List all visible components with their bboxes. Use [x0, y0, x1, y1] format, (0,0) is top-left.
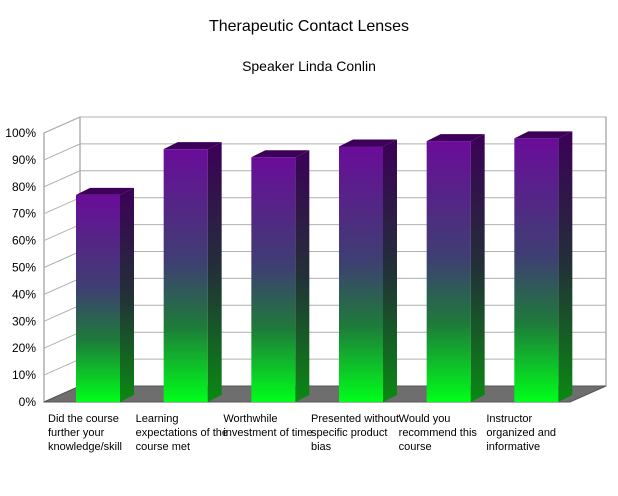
y-tick-label: 100%	[5, 126, 36, 140]
y-tick-label: 70%	[12, 207, 36, 221]
x-tick-label: Would you recommend this course	[398, 413, 477, 453]
y-tick-label: 0%	[19, 395, 37, 409]
y-tick-label: 20%	[12, 341, 36, 355]
y-tick-label: 40%	[12, 287, 36, 301]
bar-front	[76, 194, 120, 402]
y-tick-label: 50%	[12, 261, 36, 275]
bar-front	[163, 149, 208, 402]
y-tick-label: 30%	[12, 314, 36, 328]
x-tick-label: Learning expectations of the course met	[135, 413, 228, 453]
bar-side	[120, 187, 134, 402]
bar-side	[295, 150, 310, 402]
bars	[76, 131, 573, 402]
bar-top	[426, 134, 485, 142]
bar-side	[383, 139, 397, 402]
x-tick-label: Instructor organized and informative	[486, 413, 557, 453]
bar-front	[251, 157, 296, 402]
y-tick-label: 80%	[12, 180, 36, 194]
bar-front	[339, 146, 383, 402]
bar-top	[514, 131, 573, 139]
gridline	[43, 116, 606, 134]
bar	[76, 187, 134, 402]
bar-top	[251, 150, 310, 158]
x-tick-label: Did the course further your knowledge/sk…	[48, 413, 122, 453]
chart-subtitle: Speaker Linda Conlin	[242, 58, 376, 74]
bar-top	[76, 187, 134, 195]
x-tick-label: Presented without specific product bias	[311, 413, 400, 453]
y-axis: 0% 10% 20% 30% 40% 50% 60% 70% 80% 90% 100%	[5, 126, 36, 409]
bar	[339, 139, 397, 402]
bar-top	[339, 139, 397, 147]
bar-side	[558, 131, 573, 402]
x-tick-label: Worthwhile investment of time	[223, 413, 313, 439]
bar	[514, 131, 573, 402]
chart-title: Therapeutic Contact Lenses	[208, 18, 410, 35]
bar	[251, 150, 310, 402]
y-tick-label: 90%	[12, 153, 36, 167]
bar-side	[207, 142, 222, 402]
bar	[426, 134, 485, 402]
y-tick-label: 10%	[12, 368, 36, 382]
y-tick-label: 60%	[12, 234, 36, 248]
bar-side	[470, 134, 485, 402]
bar-front	[426, 141, 471, 402]
bar-top	[163, 142, 222, 150]
bar	[163, 142, 222, 402]
bar-front	[514, 138, 559, 402]
